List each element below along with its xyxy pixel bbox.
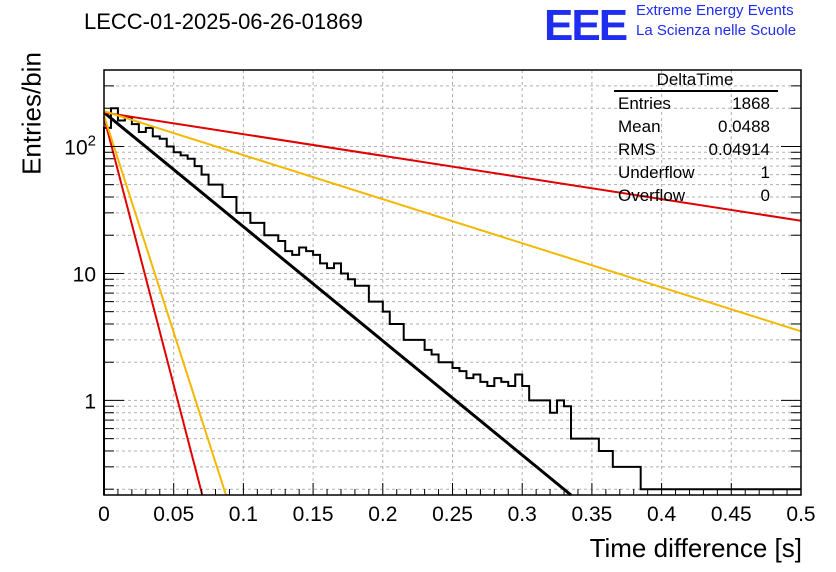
stats-label: RMS [618,140,656,159]
stats-row: RMS 0.04914 [612,138,778,161]
stats-title: DeltaTime [656,70,734,89]
x-tick-label: 0.2 [368,503,397,526]
brand-line-1: Extreme Energy Events [636,2,794,19]
eee-logo: EEE [544,1,628,50]
stats-row: Underflow 1 [612,161,778,184]
stats-row: Overflow 0 [612,184,778,207]
stats-label: Mean [618,117,661,136]
red-curve-steep [103,116,204,496]
stats-label: Underflow [618,163,695,182]
stats-row: Entries 1868 [612,92,778,115]
stats-value: 1 [760,163,770,182]
x-tick-label: 0.35 [571,503,612,526]
stats-label: Entries [618,94,671,113]
red-curve-shallow [103,111,802,222]
x-axis-label: Time difference [s] [589,533,802,563]
histogram-step [103,107,801,495]
x-tick-label: 0.25 [432,503,473,526]
y-axis-label: Entries/bin [16,52,47,175]
yellow-curve-shallow [103,110,802,333]
brand-line-2: La Scienza nelle Scuole [636,22,797,39]
stats-value: 0.04914 [708,140,770,159]
x-tick-label: 0.15 [293,503,334,526]
y-tick-label: 1 [84,390,96,413]
stats-box: DeltaTime Entries 1868 Mean 0.0488 RMS 0… [612,70,778,207]
histogram [103,107,801,495]
y-tick-labels: 1 10 102 [64,132,96,413]
stats-divider [614,90,778,92]
x-tick-label: 0.3 [508,503,537,526]
stats-row: Mean 0.0488 [612,115,778,138]
x-tick-label: 0.05 [153,503,194,526]
stats-value: 0 [760,186,770,205]
x-tick-labels: 0 0.05 0.1 0.15 0.2 0.25 0.3 0.35 0.4 0.45 0.5 [98,503,815,526]
stats-value: 0.0488 [718,117,770,136]
x-tick-label: 0.1 [229,503,258,526]
stats-label: Overflow [618,186,686,205]
x-tick-label: 0.45 [711,503,752,526]
x-tick-label: 0 [98,503,110,526]
axis-ticks [103,69,802,495]
chart-title: LECC-01-2025-06-26-01869 [84,9,363,34]
y-tick-label: 10 [73,263,96,286]
y-tick-label: 102 [64,132,96,159]
fit-curves [103,110,802,497]
exponential-fit-line [103,111,572,497]
yellow-curve-steep [103,115,227,496]
x-tick-label: 0.5 [786,503,815,526]
stats-value: 1868 [732,94,770,113]
x-tick-label: 0.4 [647,503,677,526]
